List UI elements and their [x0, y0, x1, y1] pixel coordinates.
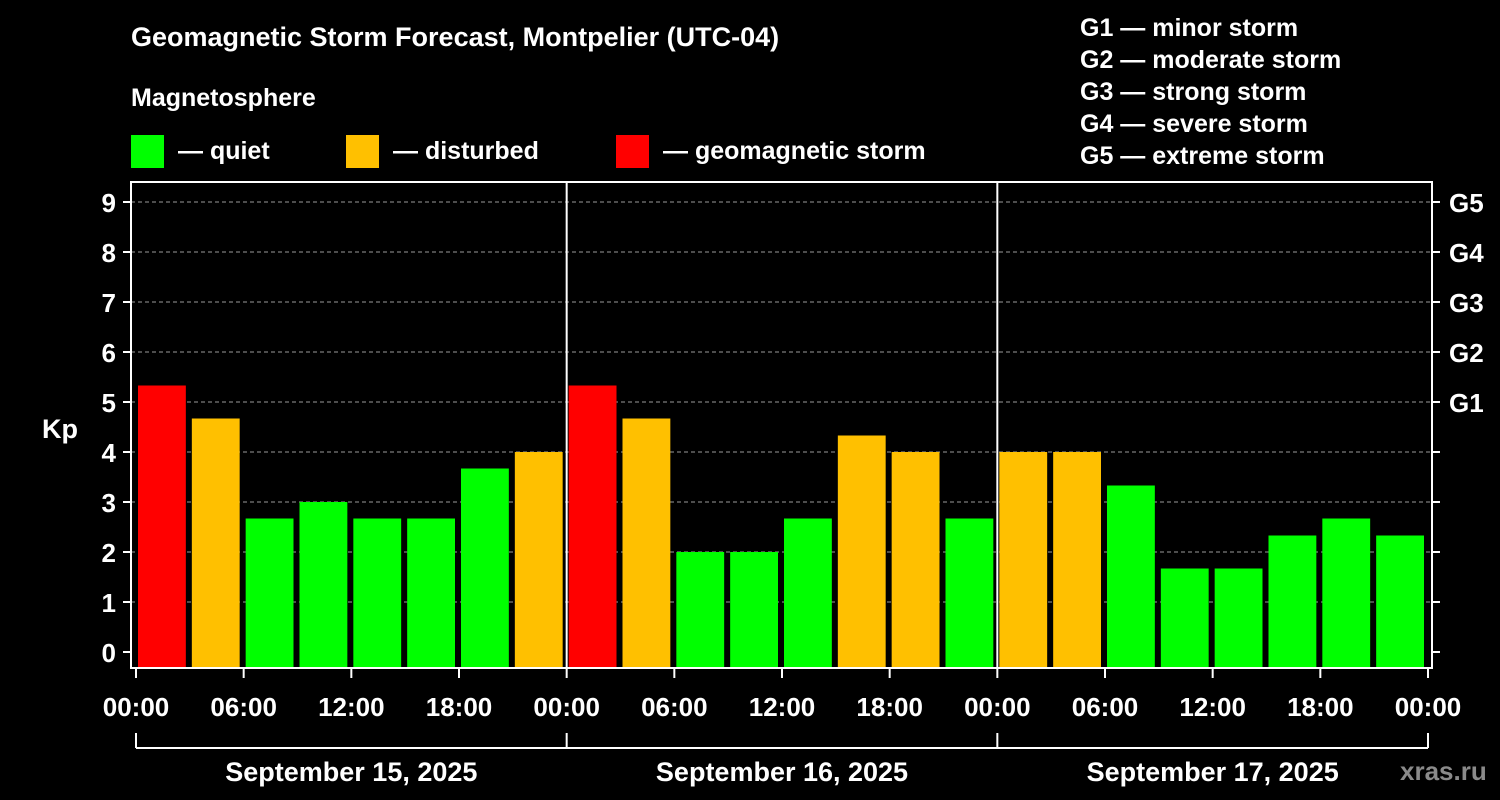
g-scale-list: G1 — minor storm G2 — moderate storm G3 … [1080, 12, 1341, 172]
kp-bar [945, 518, 994, 668]
kp-bar [461, 468, 509, 668]
g-level-label: G4 [1449, 238, 1484, 268]
y-tick-label: 8 [102, 238, 116, 268]
x-tick-label: 18:00 [856, 692, 923, 722]
y-tick-label: 2 [102, 538, 116, 568]
y-tick-label: 3 [102, 488, 116, 518]
kp-bar [730, 552, 778, 668]
kp-bar [1214, 568, 1263, 668]
g-level-label: G2 [1449, 338, 1484, 368]
legend-storm: — geomagnetic storm [616, 134, 926, 168]
g-scale-item: G1 — minor storm [1080, 14, 1299, 42]
legend-storm-label: — geomagnetic storm [663, 136, 926, 165]
kp-bar [837, 435, 886, 668]
kp-bar [568, 385, 617, 668]
legend-disturbed: — disturbed [346, 134, 539, 168]
kp-bar [245, 518, 294, 668]
kp-bar [514, 452, 563, 668]
y-tick-label: 1 [102, 588, 116, 618]
y-tick-label: 4 [102, 438, 117, 468]
kp-bar [622, 418, 671, 668]
x-tick-label: 06:00 [641, 692, 708, 722]
kp-bar [407, 518, 455, 668]
watermark: xras.ru [1400, 756, 1487, 786]
legend-disturbed-swatch [346, 134, 379, 168]
chart-subtitle: Magnetosphere [131, 84, 316, 112]
x-tick-label: 06:00 [210, 692, 277, 722]
x-tick-label: 00:00 [533, 692, 600, 722]
kp-bar [138, 385, 186, 668]
g-level-label: G1 [1449, 388, 1484, 418]
kp-bar [1376, 535, 1424, 668]
day-label: September 16, 2025 [656, 757, 908, 787]
x-tick-label: 06:00 [1072, 692, 1139, 722]
y-tick-label: 9 [102, 188, 116, 218]
chart-title: Geomagnetic Storm Forecast, Montpelier (… [131, 22, 780, 52]
legend-storm-swatch [616, 134, 649, 168]
legend-quiet-label: — quiet [178, 136, 270, 165]
x-tick-label: 12:00 [749, 692, 816, 722]
x-tick-label: 00:00 [1395, 692, 1462, 722]
day-label: September 15, 2025 [225, 757, 477, 787]
kp-bar [353, 518, 402, 668]
day-label: September 17, 2025 [1087, 757, 1339, 787]
legend-quiet-swatch [131, 134, 164, 168]
x-tick-label: 18:00 [1287, 692, 1354, 722]
kp-bar [1322, 518, 1371, 668]
g-scale-item: G2 — moderate storm [1080, 46, 1342, 74]
kp-bar [1107, 485, 1155, 668]
g-scale-item: G5 — extreme storm [1080, 142, 1325, 170]
kp-bar [1268, 535, 1317, 668]
x-tick-label: 18:00 [426, 692, 493, 722]
y-tick-label: 7 [102, 288, 116, 318]
legend-disturbed-label: — disturbed [393, 136, 539, 165]
kp-bar [999, 452, 1048, 668]
y-axis-label: Kp [42, 414, 78, 444]
x-tick-label: 12:00 [1179, 692, 1246, 722]
legend-quiet: — quiet [131, 134, 270, 168]
kp-bar [784, 518, 832, 668]
g-level-label: G3 [1449, 288, 1484, 318]
kp-bar [191, 418, 240, 668]
y-tick-label: 0 [102, 638, 116, 668]
kp-bar [1053, 452, 1101, 668]
g-level-label: G5 [1449, 188, 1484, 218]
y-tick-label: 5 [102, 388, 116, 418]
kp-bar [299, 502, 348, 668]
x-tick-label: 12:00 [318, 692, 385, 722]
x-tick-label: 00:00 [103, 692, 170, 722]
kp-bar [676, 552, 725, 668]
kp-bar [891, 452, 940, 668]
x-tick-label: 00:00 [964, 692, 1031, 722]
y-tick-label: 6 [102, 338, 116, 368]
g-scale-item: G3 — strong storm [1080, 78, 1307, 106]
g-scale-item: G4 — severe storm [1080, 110, 1308, 138]
kp-bar [1160, 568, 1209, 668]
